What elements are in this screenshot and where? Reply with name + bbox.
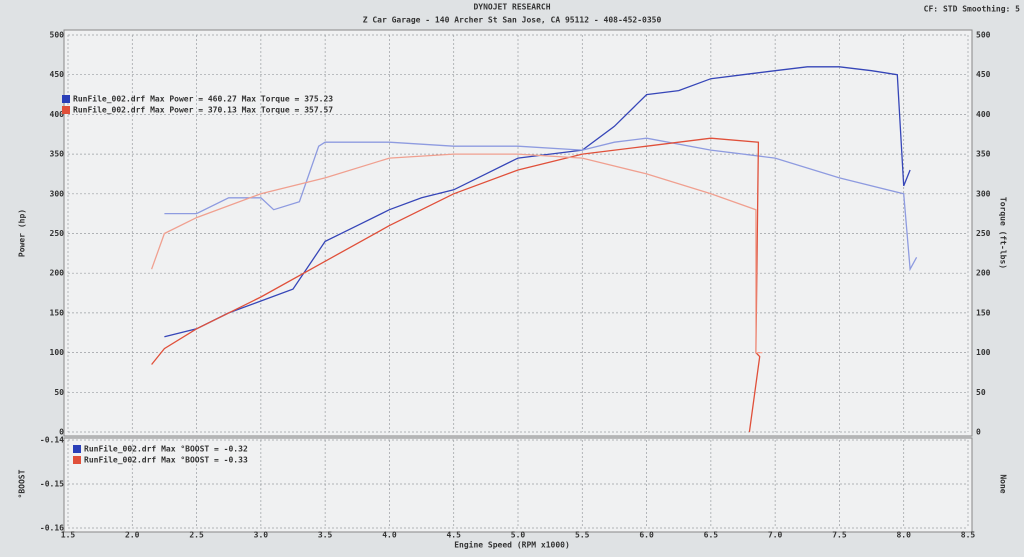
y-tick-label: 400	[50, 110, 65, 119]
y-tick-label: 350	[50, 150, 65, 159]
x-tick-label: 8.5	[961, 531, 976, 540]
settings: CF: STD Smoothing: 5	[924, 4, 1021, 14]
x-tick-label: 2.5	[189, 531, 204, 540]
x-tick-label: 7.0	[768, 531, 783, 540]
legend-swatch	[73, 445, 81, 453]
y2-tick-label: 200	[976, 269, 991, 278]
boost-tick-label: -0.14	[40, 436, 64, 445]
x-tick-label: 3.0	[254, 531, 269, 540]
y-tick-label: 50	[54, 388, 64, 397]
series-line	[151, 137, 761, 433]
x-tick-label: 6.0	[639, 531, 654, 540]
legend-text: RunFile_002.drf Max Power = 460.27 Max T…	[73, 94, 333, 104]
legend-swatch	[62, 95, 70, 103]
y2-tick-label: 450	[976, 70, 991, 79]
x-tick-label: 5.0	[511, 531, 526, 540]
x-axis-label: Engine Speed (RPM x1000)	[454, 540, 570, 550]
x-tick-label: 2.0	[125, 531, 140, 540]
y2-tick-label: 400	[976, 110, 991, 119]
x-tick-label: 3.5	[318, 531, 333, 540]
boost-axis-label: °BOOST	[18, 469, 27, 498]
y2-tick-label: 150	[976, 308, 991, 317]
chart-title: DYNOJET RESEARCH	[473, 3, 550, 12]
y-tick-label: 100	[50, 348, 65, 357]
y2-axis-label: Torque (ft-lbs)	[999, 197, 1008, 269]
y2-tick-label: 300	[976, 189, 991, 198]
y-axis-label: Power (hp)	[18, 209, 27, 257]
y-tick-label: 200	[50, 269, 65, 278]
y-tick-label: 150	[50, 308, 65, 317]
legend-swatch	[73, 456, 81, 464]
series-line	[164, 66, 911, 338]
legend-text: RunFile_002.drf Max °BOOST = -0.32	[84, 444, 248, 454]
x-tick-label: 7.5	[832, 531, 847, 540]
boost-tick-label: -0.15	[40, 480, 64, 489]
x-tick-label: 1.5	[61, 531, 76, 540]
y-tick-label: 0	[59, 428, 64, 437]
y-tick-label: 450	[50, 70, 65, 79]
series-line	[150, 153, 763, 354]
y2-tick-label: 50	[976, 388, 986, 397]
chart-subtitle: Z Car Garage - 140 Archer St San Jose, C…	[363, 16, 662, 25]
boost-y2-label: None	[999, 474, 1008, 493]
legend-text: RunFile_002.drf Max °BOOST = -0.33	[84, 455, 248, 465]
y2-tick-label: 350	[976, 150, 991, 159]
y-tick-label: 250	[50, 229, 65, 238]
legend-swatch	[62, 106, 70, 114]
y2-tick-label: 0	[976, 428, 981, 437]
boost-tick-label: -0.16	[40, 524, 64, 533]
x-tick-label: 6.5	[704, 531, 719, 540]
y2-tick-label: 250	[976, 229, 991, 238]
series-line	[164, 137, 918, 272]
x-tick-label: 4.5	[446, 531, 461, 540]
y2-tick-label: 500	[976, 31, 991, 40]
y2-tick-label: 100	[976, 348, 991, 357]
x-tick-label: 5.5	[575, 531, 590, 540]
y-tick-label: 500	[50, 31, 65, 40]
x-tick-label: 8.0	[896, 531, 911, 540]
x-tick-label: 4.0	[382, 531, 397, 540]
y-tick-label: 300	[50, 189, 65, 198]
legend-text: RunFile_002.drf Max Power = 370.13 Max T…	[73, 105, 333, 115]
